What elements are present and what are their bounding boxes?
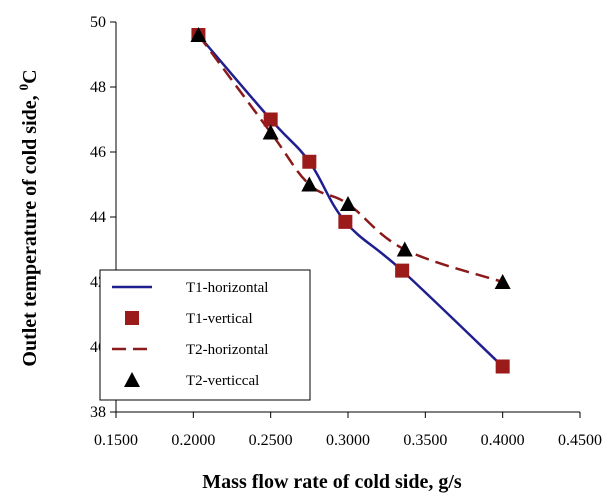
data-point-triangle	[301, 176, 318, 192]
x-tick-label: 0.3500	[403, 432, 447, 449]
series-layer	[190, 27, 511, 374]
x-tick-label: 0.4500	[558, 432, 602, 449]
x-tick-label: 0.1500	[94, 432, 138, 449]
data-point-triangle	[340, 196, 356, 211]
legend-item: T2-horizontal	[112, 342, 268, 358]
series-t2-verticcal	[190, 27, 511, 289]
legend-item: T1-horizontal	[112, 280, 268, 296]
y-tick-label: 50	[90, 14, 106, 31]
legend-label: T1-horizontal	[186, 280, 268, 296]
legend-label: T1-vertical	[186, 311, 253, 327]
legend-item: T2-verticcal	[124, 372, 259, 389]
legend-label: T2-horizontal	[186, 342, 268, 358]
y-tick-label: 48	[90, 79, 106, 96]
legend-box	[99, 269, 311, 401]
data-point-square	[302, 154, 317, 169]
data-point-square	[263, 112, 278, 127]
y-axis-title-main: Outlet temperature of cold side,	[19, 90, 41, 366]
y-axis-title: Outlet temperature of cold side, 0C	[16, 69, 41, 366]
x-axis-title: Mass flow rate of cold side, g/s	[202, 471, 462, 493]
x-tick-label: 0.2000	[171, 432, 215, 449]
data-point-triangle	[494, 274, 511, 289]
legend-symbol	[125, 311, 139, 325]
data-point-triangle	[190, 27, 207, 42]
legend-item: T1-vertical	[125, 311, 253, 327]
series-line	[197, 34, 504, 368]
data-point-triangle	[262, 124, 279, 140]
x-tick-label: 0.4000	[481, 432, 525, 449]
legend-symbol	[124, 372, 140, 387]
x-tick-label: 0.2500	[249, 432, 293, 449]
legend-label: T2-verticcal	[186, 373, 259, 389]
y-axis-title-sup: 0	[16, 84, 31, 91]
y-tick-label: 38	[90, 404, 106, 421]
series-line	[197, 34, 504, 284]
data-point-square	[495, 359, 510, 374]
data-point-triangle	[396, 241, 413, 257]
y-tick-label: 44	[90, 209, 106, 226]
y-tick-label: 46	[90, 144, 106, 161]
series-t1-horizontal	[197, 34, 504, 368]
series-t2-horizontal	[197, 34, 504, 284]
data-point-square	[395, 263, 410, 278]
legend: T1-horizontal T1-vertical T2-horizontal T2-…	[99, 269, 311, 401]
x-tick-label: 0.3000	[326, 432, 370, 449]
y-axis-title-unit: C	[19, 69, 41, 83]
data-point-square	[338, 214, 353, 229]
